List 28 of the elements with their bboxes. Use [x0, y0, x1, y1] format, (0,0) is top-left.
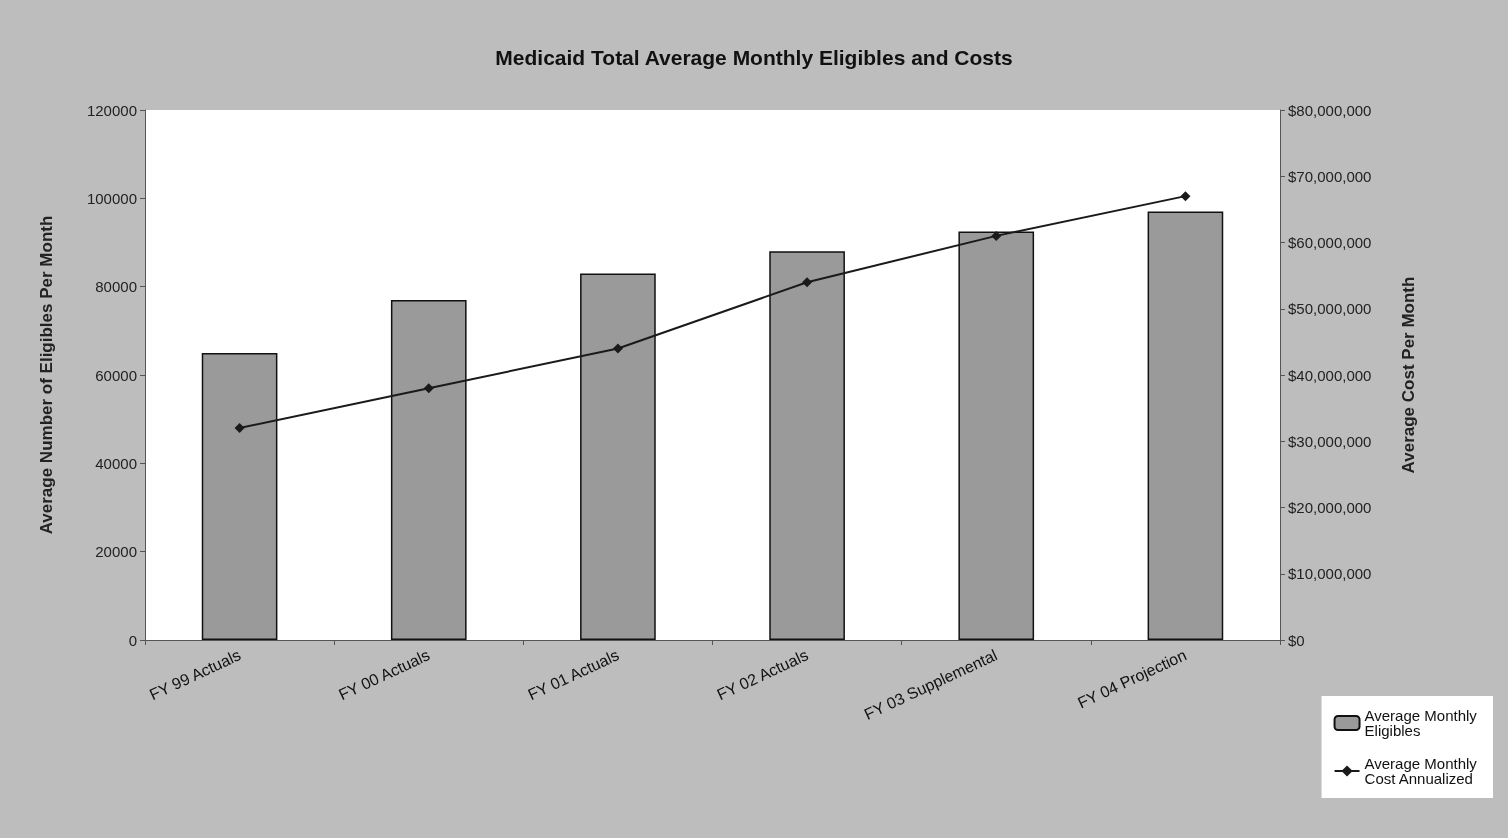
- y2-tick-label: $10,000,000: [1288, 565, 1372, 583]
- y-tick-label: 60000: [95, 366, 137, 384]
- point: [423, 383, 434, 394]
- y-tick-label: 20000: [95, 543, 137, 561]
- y-tick-label: 0: [128, 631, 137, 649]
- y2-tick-label: $40,000,000: [1288, 366, 1372, 384]
- bar: [1147, 211, 1224, 640]
- y-tick-label: 80000: [95, 278, 137, 296]
- legend-label: Average Monthly Cost Annualized: [1364, 755, 1482, 787]
- y2-tick-label: $60,000,000: [1288, 234, 1372, 251]
- y2-tick-label: $80,000,000: [1288, 101, 1372, 119]
- point: [234, 423, 245, 433]
- chart-title: Medicaid Total Average Monthly Eligibles and Costs: [495, 46, 1013, 69]
- point: [1180, 191, 1191, 202]
- y2-tick-label: $50,000,000: [1288, 300, 1372, 318]
- y2-tick-label: $0: [1288, 631, 1305, 649]
- legend-label: Average Monthly Eligibles: [1364, 707, 1482, 739]
- y2-tick-label: $70,000,000: [1288, 167, 1372, 185]
- point: [802, 277, 813, 288]
- y-axis-title: Average Number of Eligibles Per Month: [37, 215, 56, 535]
- y-tick-label: 40000: [95, 454, 137, 472]
- y2-tick-label: $30,000,000: [1288, 432, 1372, 450]
- y2-tick-label: $20,000,000: [1288, 499, 1372, 516]
- y-tick-label: 100000: [86, 189, 137, 207]
- point: [612, 343, 623, 354]
- point: [991, 230, 1002, 241]
- y2-axis-title: Average Cost Per Month: [1399, 276, 1418, 474]
- y-tick-label: 120000: [86, 101, 137, 119]
